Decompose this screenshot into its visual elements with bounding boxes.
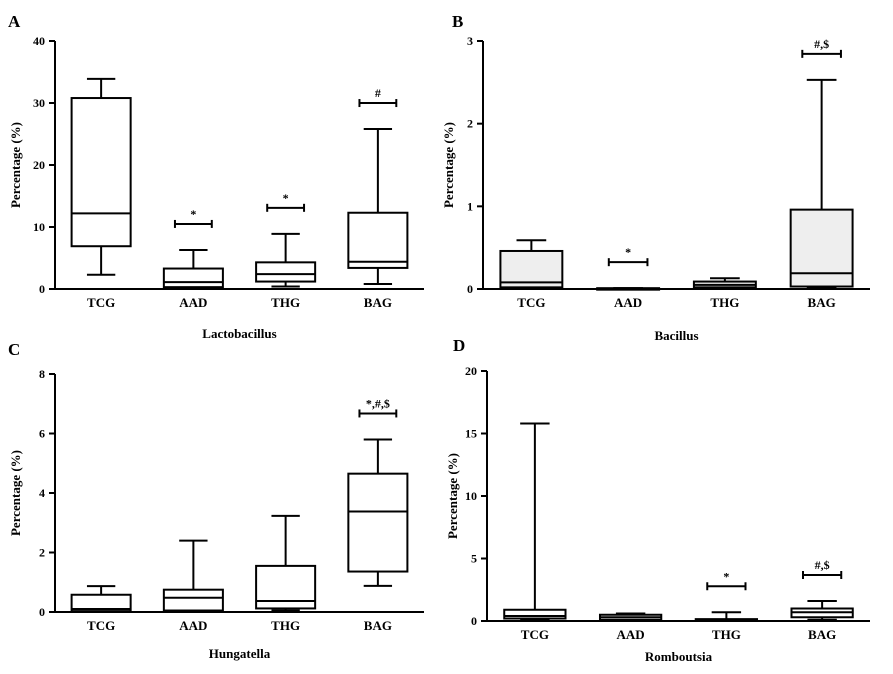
x-tick-label: BAG (364, 618, 392, 633)
box-bag: #,$ (790, 558, 854, 621)
box-thg: * (255, 191, 317, 288)
y-axis-title: Percentage (%) (445, 453, 460, 539)
y-tick-label: 20 (465, 364, 477, 378)
box-aad: * (162, 207, 224, 290)
panel-d: D 0 5 10 15 20 Percentage (%) Romboutsia TCG AAD *… (445, 336, 870, 664)
y-tick-label: 4 (39, 486, 45, 500)
panel-a: A 0 10 20 30 40 Percentage (%) Lactobacillus TCG… (8, 12, 424, 341)
x-tick-label: BAG (364, 295, 392, 310)
significance-label: * (723, 569, 729, 583)
box-bag: #,$ (789, 37, 854, 290)
x-axis-label: Romboutsia (645, 649, 713, 664)
box-iqr (162, 267, 224, 289)
y-tick-label: 0 (39, 282, 45, 296)
box-thg (692, 277, 757, 290)
significance-label: *,#,$ (366, 396, 390, 410)
x-axis-label: Bacillus (654, 328, 698, 343)
box-aad: * (596, 245, 661, 291)
y-tick-label: 10 (33, 220, 45, 234)
significance-label: * (625, 245, 631, 259)
box-iqr (503, 608, 567, 620)
y-tick-label: 6 (39, 427, 45, 441)
box-iqr (347, 472, 409, 573)
significance-label: #,$ (814, 37, 829, 51)
x-tick-label: THG (271, 295, 300, 310)
box-aad (162, 539, 224, 613)
box-iqr (499, 249, 564, 289)
panel-b: B 0 1 2 3 Percentage (%) Bacillus TCG * AAD THG #,$… (441, 12, 870, 343)
x-tick-label: BAG (808, 627, 836, 642)
significance-label: * (190, 207, 196, 221)
x-tick-label: AAD (614, 295, 642, 310)
significance-label: * (283, 191, 289, 205)
box-iqr (347, 211, 409, 269)
y-tick-label: 10 (465, 489, 477, 503)
box-tcg (499, 239, 564, 290)
y-axis-title: Percentage (%) (8, 122, 23, 208)
box-bag: *,#,$ (347, 396, 409, 587)
box-iqr (70, 593, 132, 613)
box-tcg (70, 77, 132, 276)
panel-letter: B (452, 12, 463, 31)
y-tick-label: 5 (471, 552, 477, 566)
x-tick-label: TCG (87, 618, 115, 633)
x-tick-label: TCG (521, 627, 549, 642)
y-tick-label: 30 (33, 96, 45, 110)
x-tick-label: THG (710, 295, 739, 310)
y-tick-label: 0 (471, 614, 477, 628)
box-tcg (503, 422, 567, 622)
box-iqr (255, 261, 317, 283)
y-tick-label: 0 (39, 605, 45, 619)
box-bag: # (347, 86, 409, 286)
x-tick-label: TCG (517, 295, 545, 310)
panel-letter: C (8, 340, 20, 359)
y-tick-label: 2 (467, 117, 473, 131)
box-iqr (255, 564, 317, 610)
y-tick-label: 8 (39, 367, 45, 381)
y-tick-label: 20 (33, 158, 45, 172)
box-thg: * (694, 569, 759, 622)
box-iqr (70, 97, 132, 248)
y-tick-label: 3 (467, 34, 473, 48)
box-aad (598, 612, 663, 622)
box-tcg (70, 585, 132, 613)
x-axis-label: Lactobacillus (202, 326, 276, 341)
box-thg (255, 514, 317, 612)
x-tick-label: AAD (617, 627, 645, 642)
x-tick-label: TCG (87, 295, 115, 310)
y-tick-label: 15 (465, 427, 477, 441)
panel-letter: A (8, 12, 21, 31)
x-axis-label: Hungatella (209, 646, 271, 661)
y-tick-label: 40 (33, 34, 45, 48)
y-axis-title: Percentage (%) (441, 122, 456, 208)
x-tick-label: AAD (179, 295, 207, 310)
significance-label: #,$ (815, 558, 830, 572)
box-iqr (789, 208, 854, 288)
y-tick-label: 0 (467, 282, 473, 296)
y-axis-title: Percentage (%) (8, 450, 23, 536)
panel-c: C 0 2 4 6 8 Percentage (%) Hungatella TCG AAD THG *… (8, 340, 424, 661)
x-tick-label: THG (712, 627, 741, 642)
significance-label: # (375, 86, 381, 100)
box-iqr (162, 588, 224, 612)
x-tick-label: BAG (808, 295, 836, 310)
y-tick-label: 2 (39, 546, 45, 560)
y-tick-label: 1 (467, 199, 473, 213)
x-tick-label: THG (271, 618, 300, 633)
x-tick-label: AAD (179, 618, 207, 633)
panel-letter: D (453, 336, 465, 355)
